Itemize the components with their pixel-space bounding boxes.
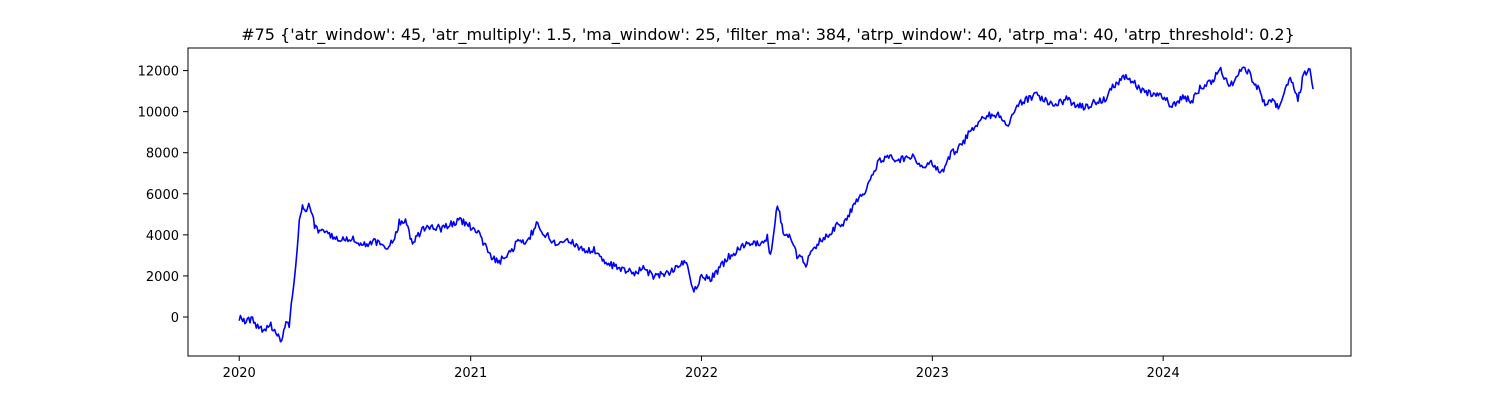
y-tick-label: 8000 <box>146 147 179 162</box>
y-tick-label: 12000 <box>138 65 179 80</box>
y-tick-label: 4000 <box>146 229 179 244</box>
y-tick-label: 10000 <box>138 106 179 121</box>
plot-area: 0 2000 4000 6000 8000 10000 12000 2020 2021 2022 2… <box>138 65 1314 381</box>
x-tick-label: 2020 <box>223 366 256 381</box>
x-tick-label: 2021 <box>454 366 487 381</box>
plot-frame <box>187 47 1352 357</box>
chart-title: #75 {'atr_window': 45, 'atr_multiply': 1… <box>241 25 1295 45</box>
x-tick-label: 2022 <box>685 366 718 381</box>
y-tick-label: 2000 <box>146 270 179 285</box>
series-line-0 <box>238 66 1314 343</box>
x-tick-label: 2024 <box>1147 366 1180 381</box>
x-tick-label: 2023 <box>916 366 949 381</box>
y-tick-label: 0 <box>171 311 179 326</box>
y-tick-label: 6000 <box>146 188 179 203</box>
